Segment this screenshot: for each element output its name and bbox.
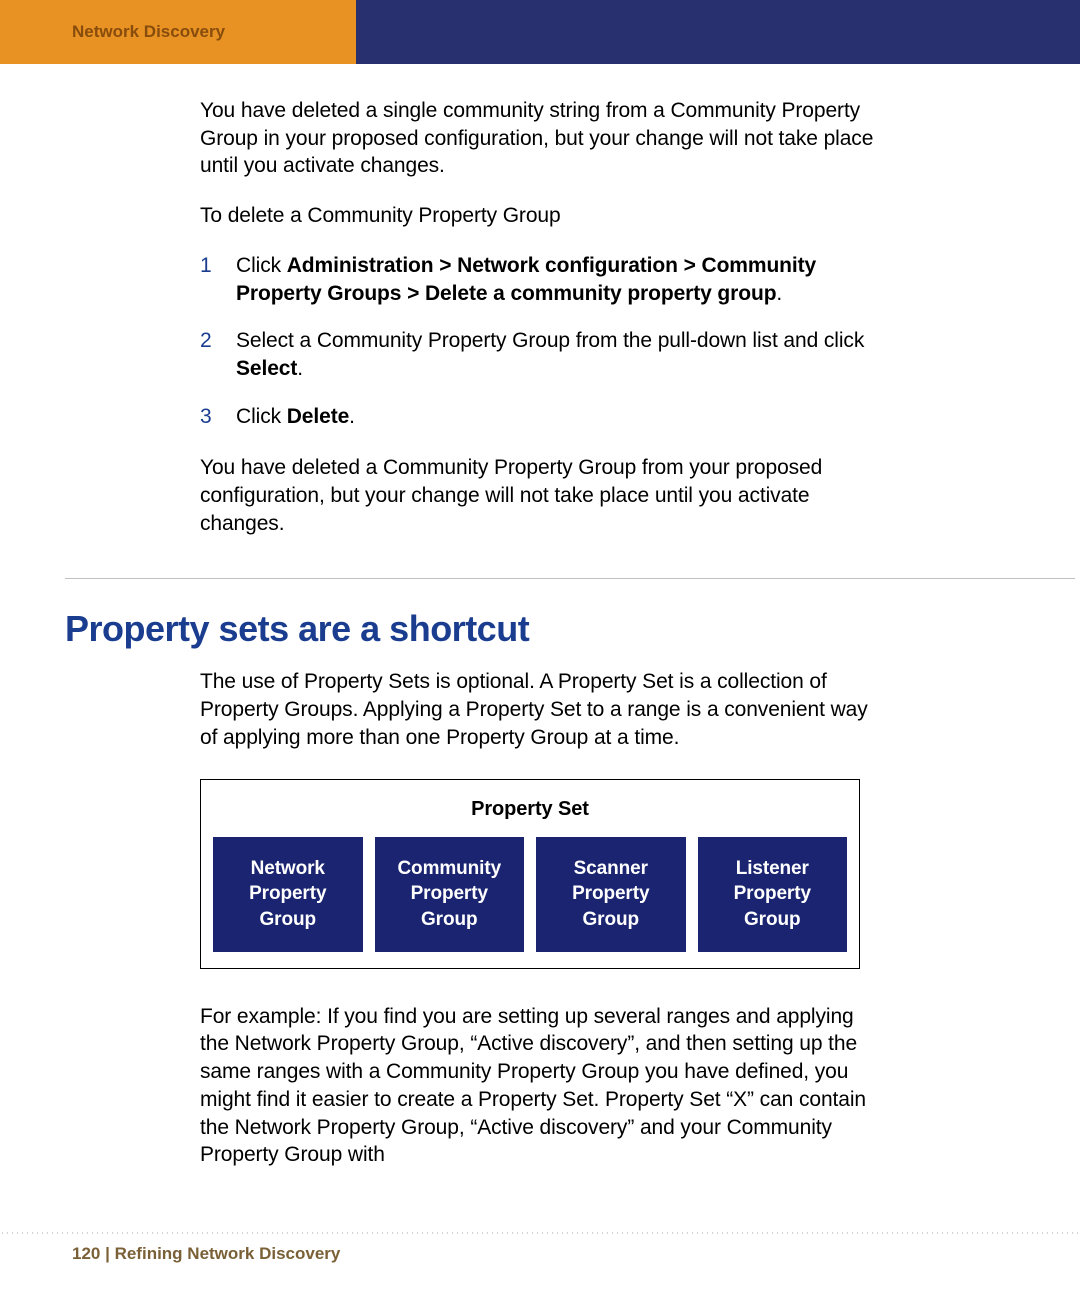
text-bold: Delete — [287, 405, 349, 428]
step-number: 1 — [200, 252, 236, 307]
text-bold: Select — [236, 357, 297, 380]
text: Network — [251, 856, 325, 882]
text: Group — [421, 907, 478, 933]
text: Group — [583, 907, 640, 933]
text: Property — [249, 881, 326, 907]
footer-chapter: Refining Network Discovery — [115, 1244, 341, 1263]
step-number: 3 — [200, 403, 236, 431]
section-heading: Property sets are a shortcut — [65, 605, 885, 653]
text: . — [297, 357, 303, 380]
step-item: 3 Click Delete. — [200, 403, 885, 431]
header-band-right — [356, 0, 1080, 64]
text: Scanner — [574, 856, 648, 882]
section-label: Network Discovery — [72, 22, 225, 42]
diagram-group-row: Network Property Group Community Propert… — [213, 837, 847, 952]
text: Property — [411, 881, 488, 907]
paragraph: For example: If you find you are setting… — [200, 1003, 885, 1169]
text: Property — [734, 881, 811, 907]
horizontal-rule — [65, 578, 1075, 579]
ordered-steps: 1 Click Administration > Network configu… — [200, 252, 885, 431]
diagram-group-block: Scanner Property Group — [536, 837, 686, 952]
text: Property — [572, 881, 649, 907]
text: Click — [236, 405, 287, 428]
step-text: Select a Community Property Group from t… — [236, 327, 885, 382]
footer-separator: | — [100, 1244, 114, 1263]
text: . — [776, 282, 782, 305]
text: Select a Community Property Group from t… — [236, 329, 864, 352]
diagram-title: Property Set — [213, 796, 847, 822]
step-text: Click Administration > Network configura… — [236, 252, 885, 307]
diagram-group-block: Listener Property Group — [698, 837, 848, 952]
paragraph: The use of Property Sets is optional. A … — [200, 668, 885, 751]
text: Group — [744, 907, 801, 933]
step-item: 1 Click Administration > Network configu… — [200, 252, 885, 307]
page-content: You have deleted a single community stri… — [200, 97, 885, 1191]
paragraph: You have deleted a single community stri… — [200, 97, 885, 180]
header-band: Network Discovery — [0, 0, 1080, 64]
diagram-group-block: Network Property Group — [213, 837, 363, 952]
property-set-diagram: Property Set Network Property Group Comm… — [200, 779, 860, 968]
footer-dotted-rule — [0, 1232, 1080, 1234]
page-number: 120 — [72, 1244, 100, 1263]
paragraph: You have deleted a Community Property Gr… — [200, 454, 885, 537]
step-number: 2 — [200, 327, 236, 382]
text: Listener — [736, 856, 809, 882]
text: Click — [236, 254, 287, 277]
page-footer: 120 | Refining Network Discovery — [72, 1244, 340, 1264]
text: . — [349, 405, 355, 428]
header-band-left: Network Discovery — [0, 0, 356, 64]
text: Community — [397, 856, 501, 882]
paragraph: To delete a Community Property Group — [200, 202, 885, 230]
text-bold: Administration > Network configuration >… — [236, 254, 816, 305]
step-text: Click Delete. — [236, 403, 885, 431]
text: Group — [260, 907, 317, 933]
diagram-group-block: Community Property Group — [375, 837, 525, 952]
step-item: 2 Select a Community Property Group from… — [200, 327, 885, 382]
